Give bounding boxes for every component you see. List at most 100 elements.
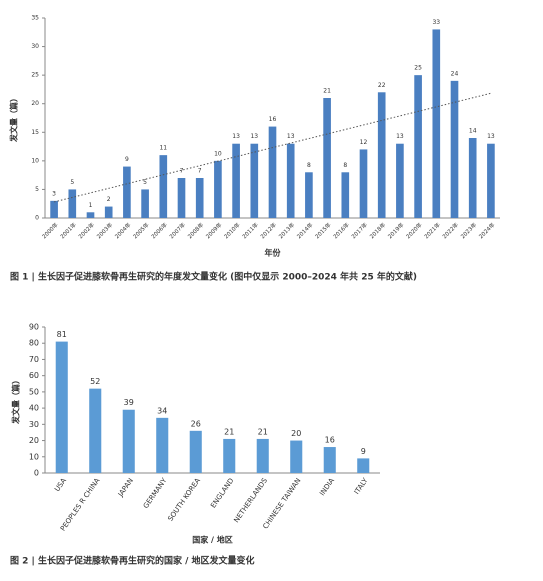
bar <box>195 178 204 218</box>
bar <box>55 341 68 473</box>
y-tick-label: 50 <box>29 387 39 396</box>
y-tick-label: 35 <box>31 15 39 22</box>
data-label: 13 <box>396 133 404 140</box>
bar <box>286 143 295 218</box>
y-tick-label: 0 <box>34 469 39 478</box>
y-axis-label: 发文量（篇） <box>11 376 21 425</box>
y-tick-label: 20 <box>31 100 39 107</box>
x-tick-label: 2016年 <box>331 220 351 240</box>
bar <box>414 75 422 219</box>
x-axis-label: 国家 / 地区 <box>192 535 233 545</box>
x-tick-label: 2004年 <box>113 220 133 240</box>
x-tick-label: CHINESE TAIWAN <box>261 477 302 531</box>
figure-caption: 图 1 | 生长因子促进膝软骨再生研究的年度发文量变化 (图中仅显示 2000–… <box>10 271 417 283</box>
data-label: 21 <box>323 88 331 95</box>
data-label: 5 <box>143 179 147 186</box>
bar <box>89 388 102 473</box>
bar <box>86 212 95 218</box>
bar <box>68 189 77 218</box>
bar <box>122 409 135 473</box>
x-tick-label: 2012年 <box>259 220 279 240</box>
x-axis-label: 年份 <box>265 248 282 258</box>
bar <box>359 149 368 218</box>
x-tick-label: 2017年 <box>350 220 370 240</box>
data-label: 5 <box>70 179 74 186</box>
data-label: 13 <box>250 133 258 140</box>
x-tick-label: USA <box>53 477 68 494</box>
data-label: 13 <box>487 133 495 140</box>
data-label: 1 <box>89 202 93 209</box>
data-label: 20 <box>291 429 301 438</box>
x-tick-label: 2007年 <box>168 220 188 240</box>
x-tick-label: 2023年 <box>459 220 479 240</box>
bar <box>159 155 168 218</box>
x-tick-label: 2009年 <box>204 220 224 240</box>
x-tick-label: 2021年 <box>422 220 442 240</box>
x-tick-label: 2002年 <box>77 220 97 240</box>
data-label: 52 <box>90 377 100 386</box>
x-tick-label: 2003年 <box>95 220 115 240</box>
data-label: 21 <box>224 427 234 436</box>
bar <box>250 143 259 218</box>
y-tick-label: 5 <box>35 186 39 193</box>
bar <box>357 458 370 473</box>
data-label: 9 <box>125 156 129 163</box>
data-label: 22 <box>378 82 386 89</box>
bar <box>377 92 386 218</box>
data-label: 8 <box>307 162 311 169</box>
data-label: 2 <box>107 196 111 203</box>
data-label: 7 <box>180 168 184 175</box>
y-tick-label: 30 <box>29 420 39 429</box>
data-label: 7 <box>198 168 202 175</box>
bar <box>323 447 336 473</box>
bar <box>189 430 202 473</box>
x-tick-label: 2008年 <box>186 220 206 240</box>
x-tick-label: GERMANY <box>142 476 169 510</box>
bar <box>450 80 459 218</box>
bar <box>396 143 404 218</box>
x-tick-label: NETHERLANDS <box>232 476 269 524</box>
x-tick-label: 2001年 <box>58 220 78 240</box>
x-tick-label: 2022年 <box>441 220 461 240</box>
x-tick-label: 2019年 <box>386 220 406 240</box>
figure-caption: 图 2 | 生长因子促进膝软骨再生研究的国家 / 地区发文量变化 <box>10 555 255 567</box>
data-label: 13 <box>287 133 295 140</box>
data-label: 12 <box>360 139 368 146</box>
x-tick-label: 2018年 <box>368 220 388 240</box>
x-tick-label: 2020年 <box>404 220 424 240</box>
bar <box>214 160 222 218</box>
x-tick-label: ENGLAND <box>209 477 235 510</box>
data-label: 14 <box>469 128 477 135</box>
y-tick-label: 20 <box>29 436 39 445</box>
data-label: 10 <box>214 150 222 157</box>
x-tick-label: ITALY <box>353 476 370 496</box>
x-tick-label: 2014年 <box>295 220 315 240</box>
bar <box>256 438 269 473</box>
y-tick-label: 10 <box>31 157 39 164</box>
data-label: 8 <box>343 162 347 169</box>
bar <box>232 143 240 218</box>
data-label: 9 <box>361 447 366 456</box>
x-tick-label: 2000年 <box>40 220 60 240</box>
data-label: 24 <box>451 70 459 77</box>
trend-line <box>53 92 492 203</box>
bar <box>341 172 350 218</box>
bar <box>104 206 113 218</box>
bar <box>50 200 58 218</box>
data-label: 11 <box>159 145 167 152</box>
y-tick-label: 25 <box>31 72 39 79</box>
y-tick-label: 30 <box>31 43 39 50</box>
y-tick-label: 60 <box>29 371 39 380</box>
data-label: 33 <box>432 19 440 26</box>
bar <box>305 172 313 218</box>
x-tick-label: JAPAN <box>116 477 135 499</box>
y-tick-label: 80 <box>29 339 39 348</box>
bar <box>123 166 131 218</box>
x-tick-label: 2011年 <box>240 220 260 240</box>
data-label: 13 <box>232 133 240 140</box>
x-tick-label: 2006年 <box>149 220 169 240</box>
bar <box>487 143 495 218</box>
bar <box>156 417 169 473</box>
data-label: 81 <box>57 330 67 339</box>
